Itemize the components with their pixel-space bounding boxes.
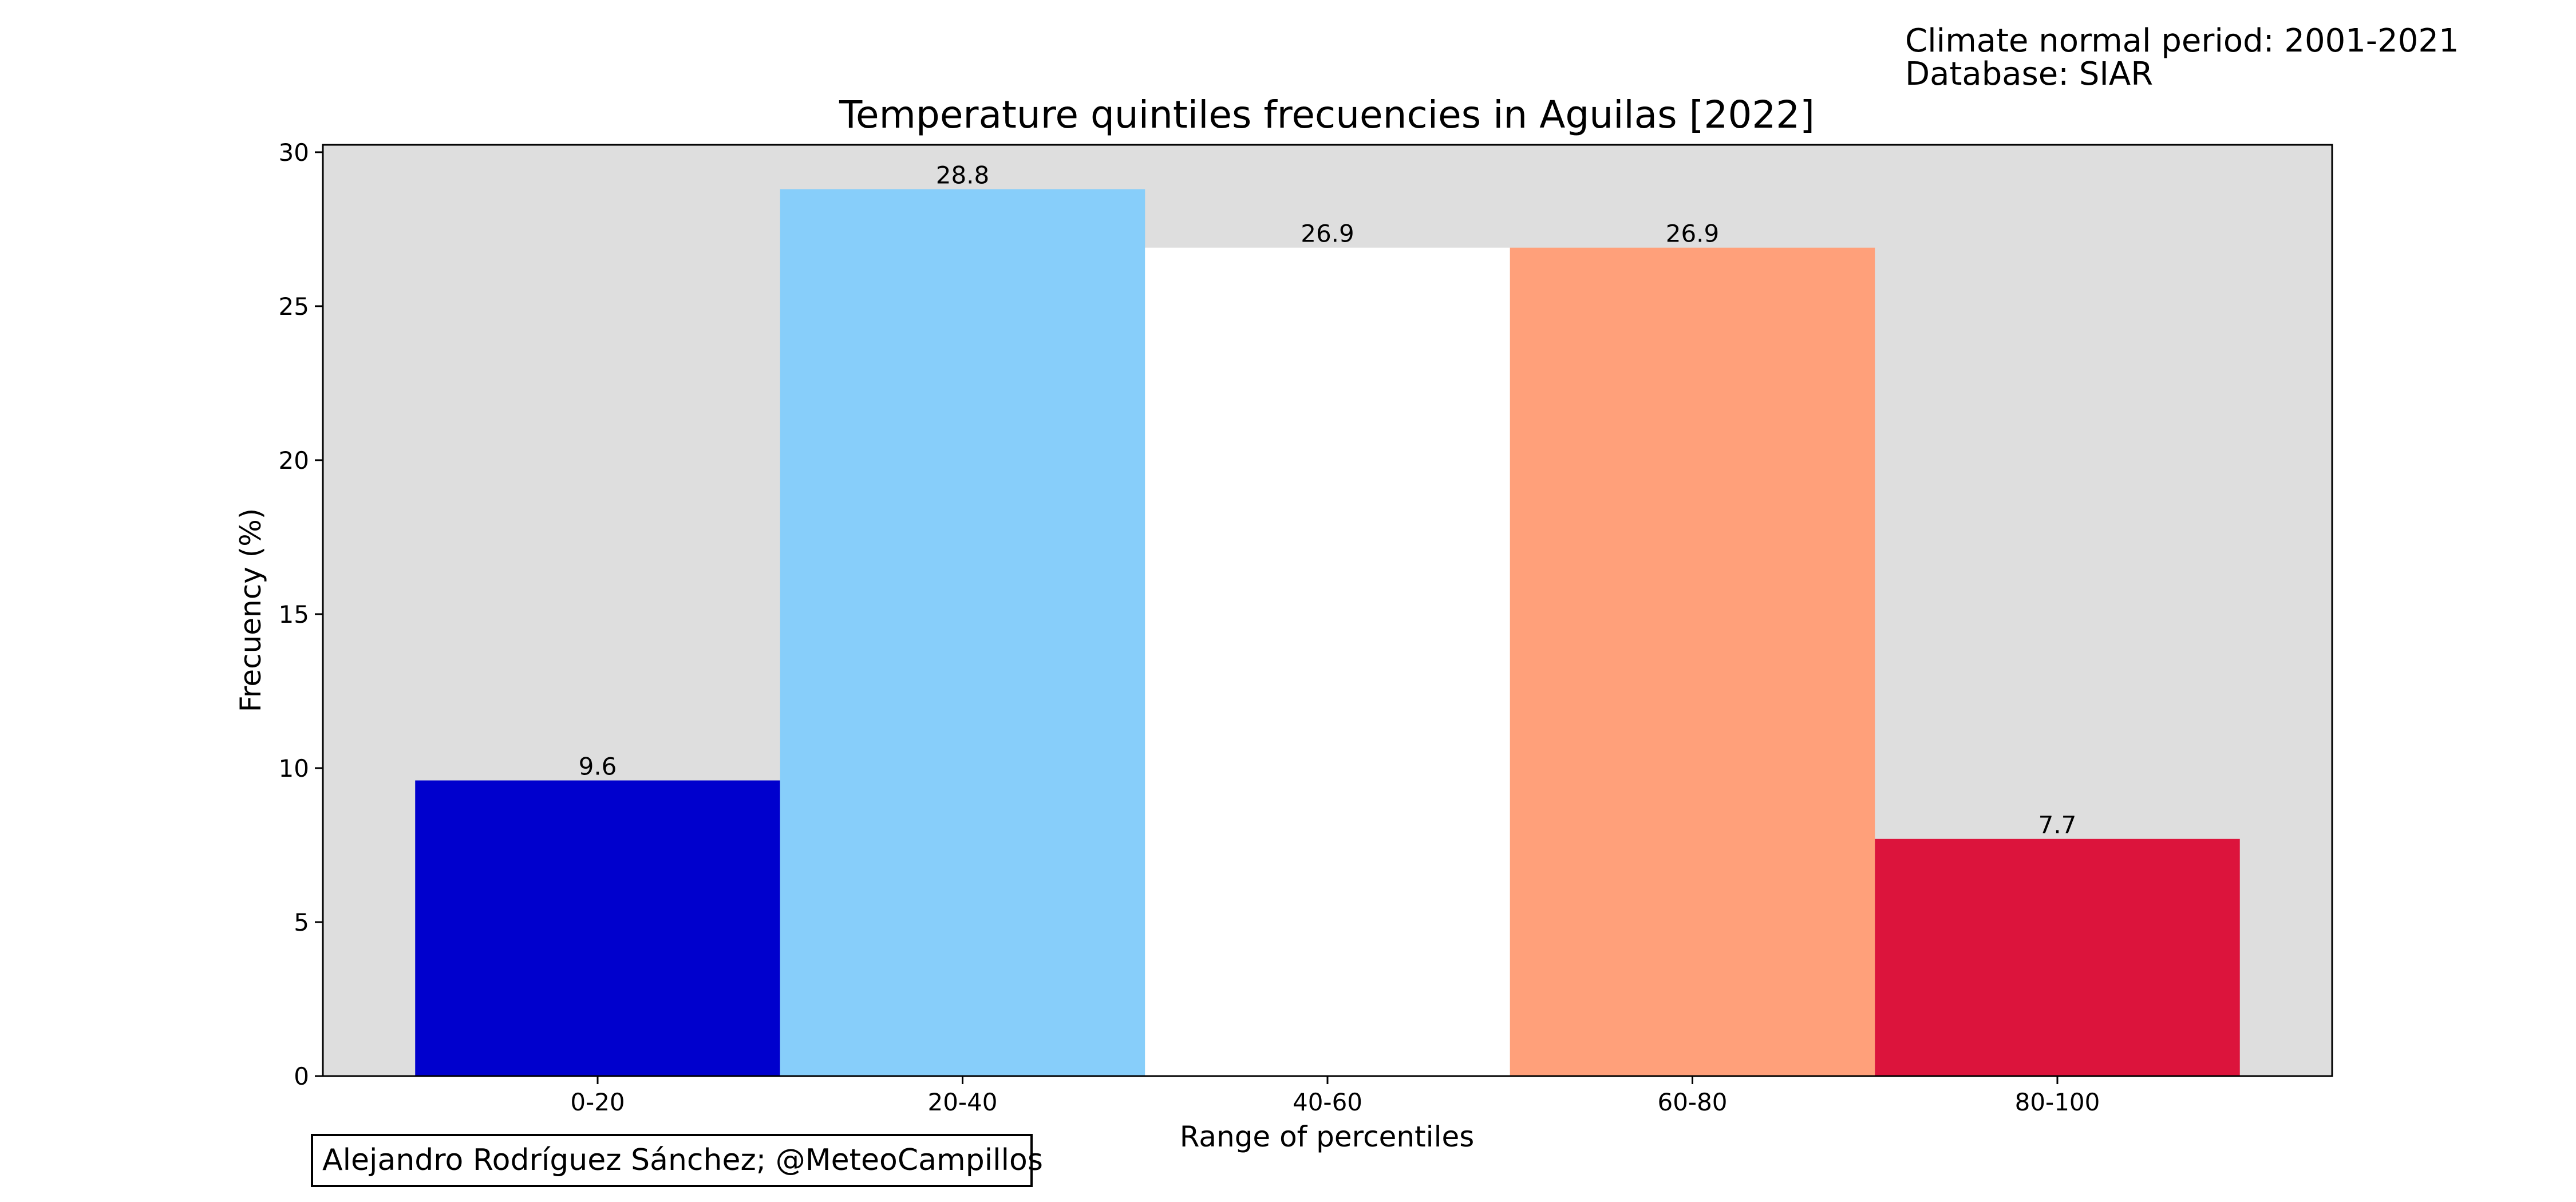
x-tick-label-80-100: 80-100	[2015, 1088, 2100, 1116]
x-tick-label-0-20: 0-20	[570, 1088, 625, 1116]
x-tick-label-60-80: 60-80	[1657, 1088, 1727, 1116]
y-tick-label-15: 15	[279, 600, 309, 628]
bar-20-40	[780, 189, 1145, 1076]
climate-period-note: Climate normal period: 2001-2021	[1905, 22, 2459, 60]
y-tick-label-20: 20	[279, 446, 309, 475]
x-axis-ticks: 0-20 20-40 40-60 60-80 80-100	[570, 1076, 2100, 1116]
bars-layer	[415, 189, 2240, 1077]
x-tick-label-40-60: 40-60	[1293, 1088, 1362, 1116]
bar-value-label-60-80: 26.9	[1666, 220, 1720, 248]
bar-value-label-0-20: 9.6	[579, 752, 617, 780]
y-axis-label: Frecuency (%)	[234, 508, 267, 712]
credit-box	[311, 1134, 1033, 1187]
data-labels-layer: 9.6 28.8 26.9 26.9 7.7	[579, 161, 2077, 839]
y-tick-label-10: 10	[279, 754, 309, 782]
bar-value-label-80-100: 7.7	[2038, 811, 2077, 839]
bar-40-60	[1145, 247, 1510, 1077]
y-tick-label-0: 0	[294, 1062, 309, 1090]
credit-text: Alejandro Rodríguez Sánchez; @MeteoCampi…	[322, 1143, 1043, 1177]
bar-0-20	[415, 780, 780, 1076]
database-note: Database: SIAR	[1905, 56, 2153, 93]
y-tick-label-30: 30	[279, 139, 309, 167]
chart-title: Temperature quintiles frecuencies in Agu…	[839, 93, 1815, 137]
bar-80-100	[1875, 839, 2240, 1076]
bar-value-label-20-40: 28.8	[936, 161, 990, 189]
bar-value-label-40-60: 26.9	[1301, 220, 1354, 248]
y-tick-label-25: 25	[279, 292, 309, 321]
y-axis-ticks: 0 5 10 15 20 25 30	[279, 139, 323, 1090]
plot-frame	[322, 144, 2333, 1077]
y-tick-label-5: 5	[294, 908, 309, 936]
x-tick-label-20-40: 20-40	[927, 1088, 997, 1116]
bar-60-80	[1510, 247, 1875, 1077]
x-axis-label: Range of percentiles	[1180, 1120, 1475, 1153]
